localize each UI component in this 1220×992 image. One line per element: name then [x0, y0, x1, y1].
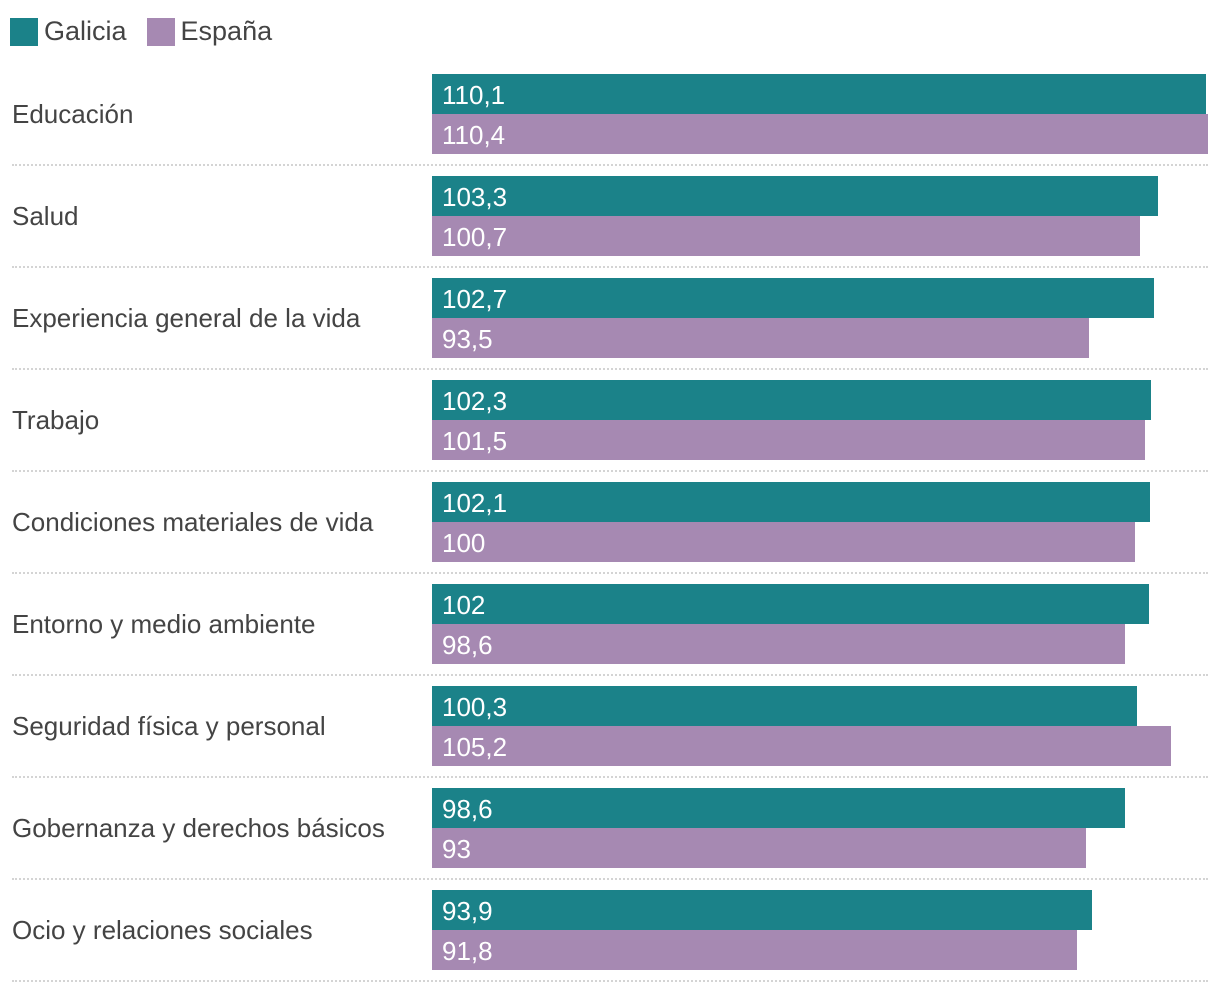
data-label: 103,3 [442, 182, 508, 212]
data-label: 102 [442, 590, 486, 620]
data-label: 93,5 [442, 324, 493, 354]
bar-galicia: 102,7 [432, 278, 1154, 318]
bar-espana: 93 [432, 828, 1086, 868]
bar-galicia: 93,9 [432, 890, 1093, 930]
legend-item-galicia: Galicia [10, 16, 127, 47]
data-label: 100 [442, 528, 486, 558]
bar-espana: 93,5 [432, 318, 1090, 358]
category-label: Entorno y medio ambiente [12, 609, 316, 639]
bar-espana: 100,7 [432, 216, 1140, 256]
data-label: 105,2 [442, 732, 508, 762]
row-divider [12, 674, 1208, 676]
category-label: Gobernanza y derechos básicos [12, 813, 385, 843]
data-label: 102,3 [442, 386, 508, 416]
data-label: 102,7 [442, 284, 508, 314]
row-divider [12, 572, 1208, 574]
bar-espana: 91,8 [432, 930, 1078, 970]
bar-galicia: 102,1 [432, 482, 1150, 522]
data-label: 98,6 [442, 794, 493, 824]
data-label: 100,3 [442, 692, 508, 722]
row-divider [12, 878, 1208, 880]
row-divider [12, 980, 1208, 982]
bar-espana: 98,6 [432, 624, 1126, 664]
category-row: Trabajo 102,3 101,5 [12, 380, 1208, 482]
row-divider [12, 776, 1208, 778]
category-row: Seguridad física y personal 100,3 105,2 [12, 686, 1208, 788]
bar-espana: 105,2 [432, 726, 1172, 766]
data-label: 110,4 [442, 120, 506, 150]
legend-swatch-espana [146, 17, 175, 46]
bar-galicia: 102,3 [432, 380, 1152, 420]
legend: Galicia España [10, 16, 292, 47]
category-label: Seguridad física y personal [12, 711, 326, 741]
data-label: 100,7 [442, 222, 508, 252]
data-label: 98,6 [442, 630, 493, 660]
category-row: Experiencia general de la vida 102,7 93,5 [12, 278, 1208, 380]
category-label: Ocio y relaciones sociales [12, 915, 313, 945]
bar-galicia: 98,6 [432, 788, 1126, 828]
data-label: 110,1 [442, 80, 506, 110]
data-label: 102,1 [442, 488, 508, 518]
bar-galicia: 100,3 [432, 686, 1137, 726]
category-row: Ocio y relaciones sociales 93,9 91,8 [12, 890, 1208, 992]
bar-espana: 110,4 [432, 114, 1208, 154]
category-label: Trabajo [12, 405, 100, 435]
data-label: 93,9 [442, 896, 493, 926]
category-label: Salud [12, 201, 79, 231]
bar-galicia: 102 [432, 584, 1149, 624]
category-row: Salud 103,3 100,7 [12, 176, 1208, 278]
row-divider [12, 164, 1208, 166]
data-label: 91,8 [442, 936, 493, 966]
category-row: Entorno y medio ambiente 102 98,6 [12, 584, 1208, 686]
legend-label: España [180, 16, 273, 46]
bar-espana: 101,5 [432, 420, 1146, 460]
bar-galicia: 103,3 [432, 176, 1159, 216]
legend-item-espana: España [146, 16, 273, 47]
bar-espana: 100 [432, 522, 1135, 562]
category-row: Educación 110,1 110,4 [12, 74, 1208, 176]
data-label: 93 [442, 834, 471, 864]
row-divider [12, 266, 1208, 268]
data-label: 101,5 [442, 426, 508, 456]
category-label: Educación [12, 99, 134, 129]
bar-galicia: 110,1 [432, 74, 1206, 114]
category-row: Gobernanza y derechos básicos 98,6 93 [12, 788, 1208, 890]
category-label: Condiciones materiales de vida [12, 507, 374, 537]
legend-label: Galicia [44, 16, 127, 46]
category-row: Condiciones materiales de vida 102,1 100 [12, 482, 1208, 584]
row-divider [12, 470, 1208, 472]
legend-swatch-galicia [10, 17, 38, 46]
row-divider [12, 368, 1208, 370]
category-label: Experiencia general de la vida [12, 303, 361, 333]
